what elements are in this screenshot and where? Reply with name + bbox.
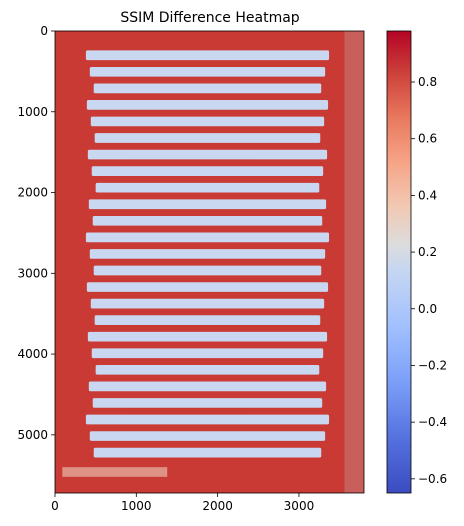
text-line-region (90, 298, 325, 309)
y-tick-label: 0 (40, 24, 48, 38)
y-tick-label: 4000 (17, 347, 48, 361)
text-line-region (88, 381, 327, 392)
plot-area (55, 31, 364, 493)
text-line-region (87, 149, 328, 160)
plot-frame (54, 30, 365, 494)
text-line-region (94, 315, 321, 325)
colorbar-scale (386, 30, 412, 494)
text-line-region (95, 182, 320, 193)
colorbar-tick-label: 0.0 (418, 302, 437, 316)
text-line-region (95, 364, 320, 375)
text-line-region (90, 116, 325, 127)
text-line-region (89, 66, 326, 77)
colorbar-tick-label: −0.6 (418, 472, 447, 486)
x-tick-label: 0 (51, 499, 59, 513)
text-line-region (91, 166, 324, 176)
text-line-region (86, 282, 329, 292)
colorbar-tick-label: −0.2 (418, 358, 447, 372)
text-line-region (93, 83, 322, 94)
bottom-note-region (62, 467, 168, 477)
colorbar-ticks: −0.6 −0.4 −0.2 0.0 0.2 0.4 0.6 0.8 (411, 75, 447, 486)
colorbar: −0.6 −0.4 −0.2 0.0 0.2 0.4 0.6 0.8 (386, 30, 447, 494)
text-line-region (92, 398, 323, 408)
chart-title: SSIM Difference Heatmap (120, 10, 299, 26)
text-line-regions (85, 50, 330, 458)
page-edge-region (344, 31, 364, 493)
y-tick-label: 3000 (17, 266, 48, 280)
text-line-region (89, 431, 326, 441)
x-tick-label: 1000 (121, 499, 152, 513)
text-line-region (86, 100, 329, 110)
x-axis: 0 1000 2000 3000 (51, 493, 314, 513)
x-tick-label: 3000 (284, 499, 315, 513)
colorbar-tick-label: 0.8 (418, 75, 437, 89)
text-line-region (92, 215, 323, 226)
text-line-region (94, 133, 321, 143)
text-line-region (85, 232, 330, 243)
x-tick-label: 2000 (202, 499, 233, 513)
text-line-region (88, 199, 327, 210)
colorbar-tick-label: 0.4 (418, 188, 437, 202)
text-line-region (85, 414, 330, 425)
text-line-region (85, 50, 330, 61)
text-line-region (89, 249, 326, 259)
y-tick-label: 1000 (17, 105, 48, 119)
y-tick-label: 2000 (17, 186, 48, 200)
y-axis: 0 1000 2000 3000 4000 5000 (17, 24, 55, 442)
text-line-region (93, 447, 322, 458)
text-line-region (91, 348, 324, 359)
colorbar-tick-label: −0.4 (418, 415, 447, 429)
text-line-region (93, 265, 322, 276)
colorbar-tick-label: 0.6 (418, 132, 437, 146)
colorbar-tick-label: 0.2 (418, 245, 437, 259)
y-tick-label: 5000 (17, 428, 48, 442)
text-line-region (87, 331, 328, 342)
